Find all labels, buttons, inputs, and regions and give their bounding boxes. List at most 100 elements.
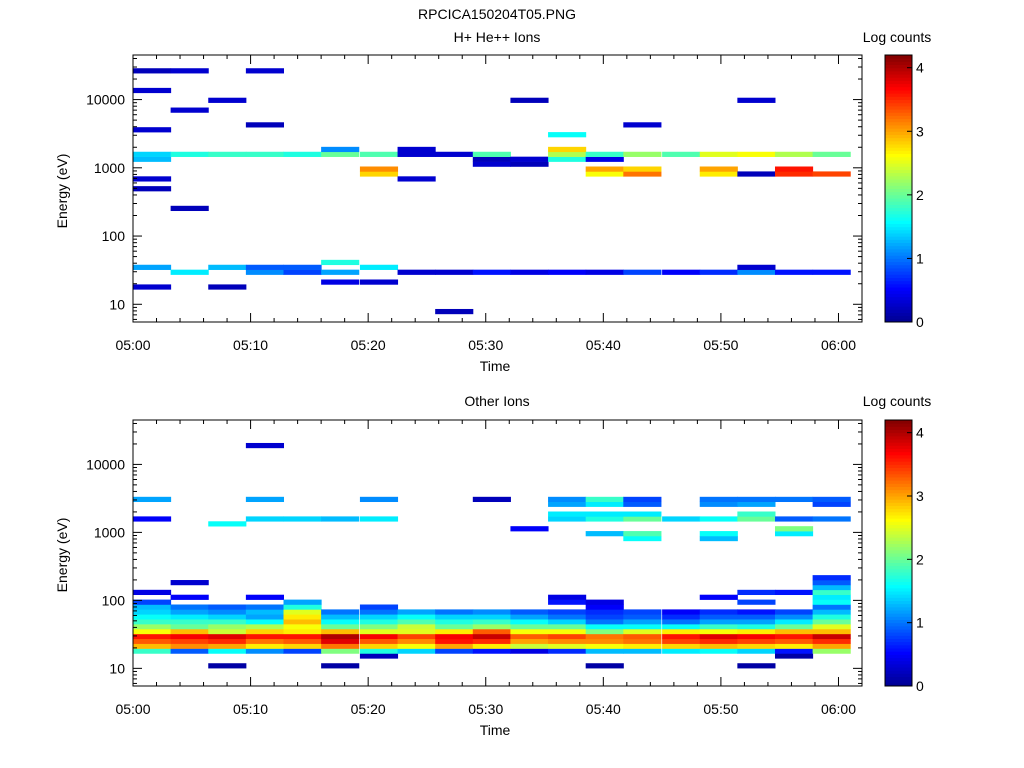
heatmap-cell	[699, 166, 738, 172]
colorbar-segment	[885, 610, 912, 614]
colorbar-segment	[885, 515, 912, 519]
heatmap-cell	[699, 619, 738, 625]
panel-other-ions: Other Ions Log counts Time Energy (eV) 0…	[54, 393, 931, 738]
heatmap-cell	[208, 638, 247, 644]
heatmap-cell	[585, 166, 624, 172]
heatmap-cell	[737, 614, 776, 620]
heatmap-cell	[812, 151, 851, 157]
colorbar-segment	[885, 651, 912, 655]
heatmap-cell	[774, 609, 814, 615]
colorbar-segment	[885, 486, 912, 491]
heatmap-cell	[699, 609, 738, 615]
heatmap-cell	[548, 511, 587, 517]
y-tick-label: 100	[102, 228, 126, 244]
colorbar-segment	[885, 568, 912, 573]
heatmap-cell	[245, 516, 285, 522]
heatmap-cell	[623, 166, 662, 172]
heatmap-cell	[283, 604, 322, 610]
colorbar-segment	[885, 280, 912, 285]
heatmap-cell	[359, 638, 399, 644]
heatmap-cell	[472, 161, 511, 167]
heatmap-cell	[170, 151, 209, 157]
heatmap-cell	[397, 619, 436, 625]
colorbar-segment	[885, 572, 912, 576]
heatmap-cell	[283, 264, 322, 270]
heatmap-cell	[812, 604, 851, 610]
heatmap-cell	[245, 442, 285, 449]
colorbar-segment	[885, 296, 912, 301]
heatmap-cell	[774, 643, 814, 649]
heatmap-cell	[133, 624, 172, 630]
heatmap-cell	[133, 589, 172, 596]
heatmap-cell	[321, 638, 360, 644]
colorbar-tick-label: 1	[916, 615, 924, 631]
heatmap-cell	[133, 496, 172, 503]
heatmap-cell	[737, 638, 776, 644]
heatmap-cell	[699, 501, 738, 507]
heatmap-cell	[321, 279, 360, 285]
heatmap-cell	[737, 171, 776, 177]
heatmap-cell	[472, 156, 511, 162]
colorbar-segment	[885, 140, 912, 145]
heatmap-cell	[359, 614, 399, 620]
heatmap-cell	[812, 584, 851, 591]
colorbar-tick-label: 3	[916, 488, 924, 504]
heatmap-cell	[623, 638, 662, 644]
colorbar-tick-label: 0	[916, 314, 924, 330]
heatmap-cell	[133, 619, 172, 625]
colorbar-segment	[885, 682, 912, 687]
heatmap-cell	[133, 648, 172, 654]
colorbar-segment	[885, 591, 912, 595]
y-axis-label: Energy (eV)	[54, 154, 70, 229]
heatmap-cell	[397, 648, 436, 654]
colorbar-segment	[885, 112, 912, 116]
heatmap-cell	[774, 171, 814, 177]
colorbar-segment	[885, 635, 912, 639]
colorbar-segment	[885, 89, 912, 94]
heatmap-cell	[774, 526, 814, 532]
colorbar-segment	[885, 134, 912, 139]
heatmap-cell	[510, 614, 549, 620]
heatmap-cell	[812, 501, 851, 507]
heatmap-cell	[812, 619, 851, 625]
heatmap-cell	[359, 628, 399, 635]
heatmap-cell	[472, 633, 511, 640]
heatmap-cell	[435, 648, 474, 654]
colorbar-segment	[885, 562, 912, 567]
heatmap-cell	[662, 624, 701, 630]
heatmap-cell	[472, 628, 511, 635]
heatmap-cell	[699, 648, 738, 654]
heatmap-cell	[321, 614, 360, 620]
heatmap-cell	[359, 633, 399, 640]
colorbar-segment	[885, 185, 912, 189]
heatmap-cell	[548, 609, 587, 615]
heatmap-cell	[208, 628, 247, 635]
heatmap-cell	[812, 589, 851, 596]
heatmap-cell	[737, 633, 776, 640]
heatmap-cell	[699, 496, 738, 503]
heatmap-cell	[397, 643, 436, 649]
heatmap-cell	[435, 308, 474, 315]
heatmap-cell	[812, 624, 851, 630]
heatmap-cell	[208, 609, 247, 615]
colorbar-segment	[885, 248, 912, 253]
heatmap-cell	[585, 609, 624, 615]
colorbar-segment	[885, 245, 912, 250]
heatmap-cell	[397, 269, 436, 275]
heatmap-cell	[812, 643, 851, 649]
colorbar-segment	[885, 229, 912, 234]
heatmap-cell	[321, 619, 360, 625]
heatmap-cell	[472, 609, 511, 615]
heatmap-cell	[245, 609, 285, 615]
colorbar-segment	[885, 667, 912, 671]
colorbar-segment	[885, 638, 912, 643]
colorbar-label: Log counts	[863, 29, 932, 45]
heatmap-cell	[510, 161, 549, 167]
heatmap-cell	[472, 648, 511, 654]
colorbar-segment	[885, 102, 912, 107]
colorbar-segment	[885, 537, 912, 541]
colorbar: 0 1 2 3 4	[884, 419, 924, 694]
heatmap-cell	[397, 633, 436, 640]
heatmap-cell	[245, 122, 285, 128]
colorbar-segment	[885, 207, 912, 212]
